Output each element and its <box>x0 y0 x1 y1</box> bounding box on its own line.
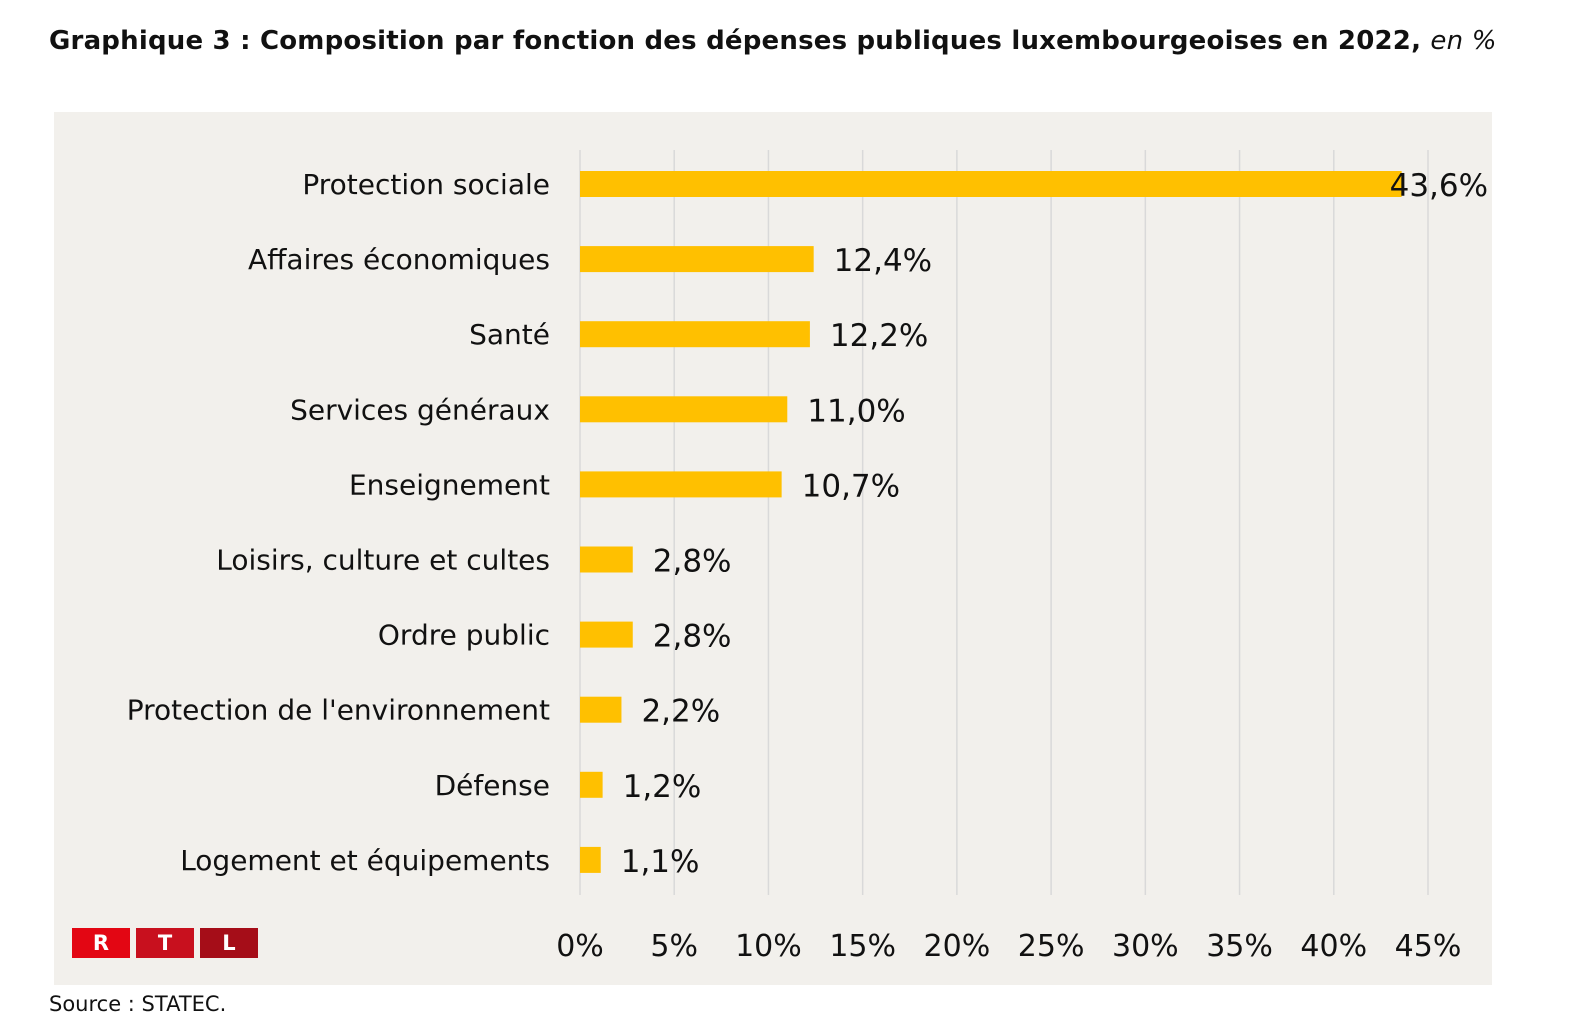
category-label: Santé <box>469 318 550 351</box>
chart-title-unit: en % <box>1430 26 1497 56</box>
bar <box>580 246 814 273</box>
chart-title-main: Graphique 3 : Composition par fonction d… <box>49 26 1422 56</box>
bars <box>580 171 1402 873</box>
rtl-logo: R T L <box>72 928 258 958</box>
x-tick-label: 45% <box>1395 929 1462 964</box>
bar <box>580 621 633 648</box>
rtl-logo-r: R <box>72 928 130 958</box>
x-tick-label: 40% <box>1300 929 1367 964</box>
x-tick-label: 30% <box>1112 929 1179 964</box>
category-label: Défense <box>435 769 550 802</box>
chart-title: Graphique 3 : Composition par fonction d… <box>49 16 1519 66</box>
x-tick-labels: 0% 5% 10% 15% 20% 25% 30% 35% 40% 45% <box>556 929 1461 964</box>
data-label: 2,8% <box>653 619 732 655</box>
x-tick-label: 15% <box>829 929 896 964</box>
x-tick-label: 20% <box>924 929 991 964</box>
bar <box>580 771 603 798</box>
category-label: Protection sociale <box>302 168 550 201</box>
data-label: 12,4% <box>834 243 932 279</box>
bar <box>580 396 788 423</box>
x-tick-label: 35% <box>1206 929 1273 964</box>
rtl-logo-l: L <box>200 928 258 958</box>
x-tick-label: 0% <box>556 929 604 964</box>
bar <box>580 546 633 573</box>
x-tick-label: 10% <box>735 929 802 964</box>
bar <box>580 321 810 348</box>
bar <box>580 171 1402 197</box>
bar <box>580 696 622 723</box>
category-label: Affaires économiques <box>248 243 550 276</box>
data-label: 11,0% <box>807 393 905 429</box>
category-labels: Protection sociale Affaires économiques Sa… <box>127 168 550 877</box>
data-label: 12,2% <box>830 318 928 354</box>
category-label: Protection de l'environnement <box>127 694 550 727</box>
data-label: 2,2% <box>641 694 720 730</box>
data-label: 43,6% <box>1390 168 1488 204</box>
bar <box>580 846 601 873</box>
data-label: 1,2% <box>623 769 702 805</box>
data-label: 10,7% <box>802 468 900 504</box>
category-label: Services généraux <box>290 393 550 426</box>
x-tick-label: 25% <box>1018 929 1085 964</box>
category-label: Enseignement <box>349 468 550 501</box>
category-label: Loisirs, culture et cultes <box>216 544 550 577</box>
gridlines <box>579 150 1429 895</box>
rtl-logo-t: T <box>136 928 194 958</box>
source-note: Source : STATEC. <box>49 992 227 1016</box>
bar <box>580 471 782 498</box>
category-label: Ordre public <box>378 619 550 652</box>
data-label: 2,8% <box>653 544 732 580</box>
x-tick-label: 5% <box>650 929 698 964</box>
category-label: Logement et équipements <box>180 844 550 877</box>
data-labels: 43,6% 12,4% 12,2% 11,0% 10,7% 2,8% 2,8% 2,2% 1,2… <box>621 168 1488 880</box>
data-label: 1,1% <box>621 844 700 880</box>
